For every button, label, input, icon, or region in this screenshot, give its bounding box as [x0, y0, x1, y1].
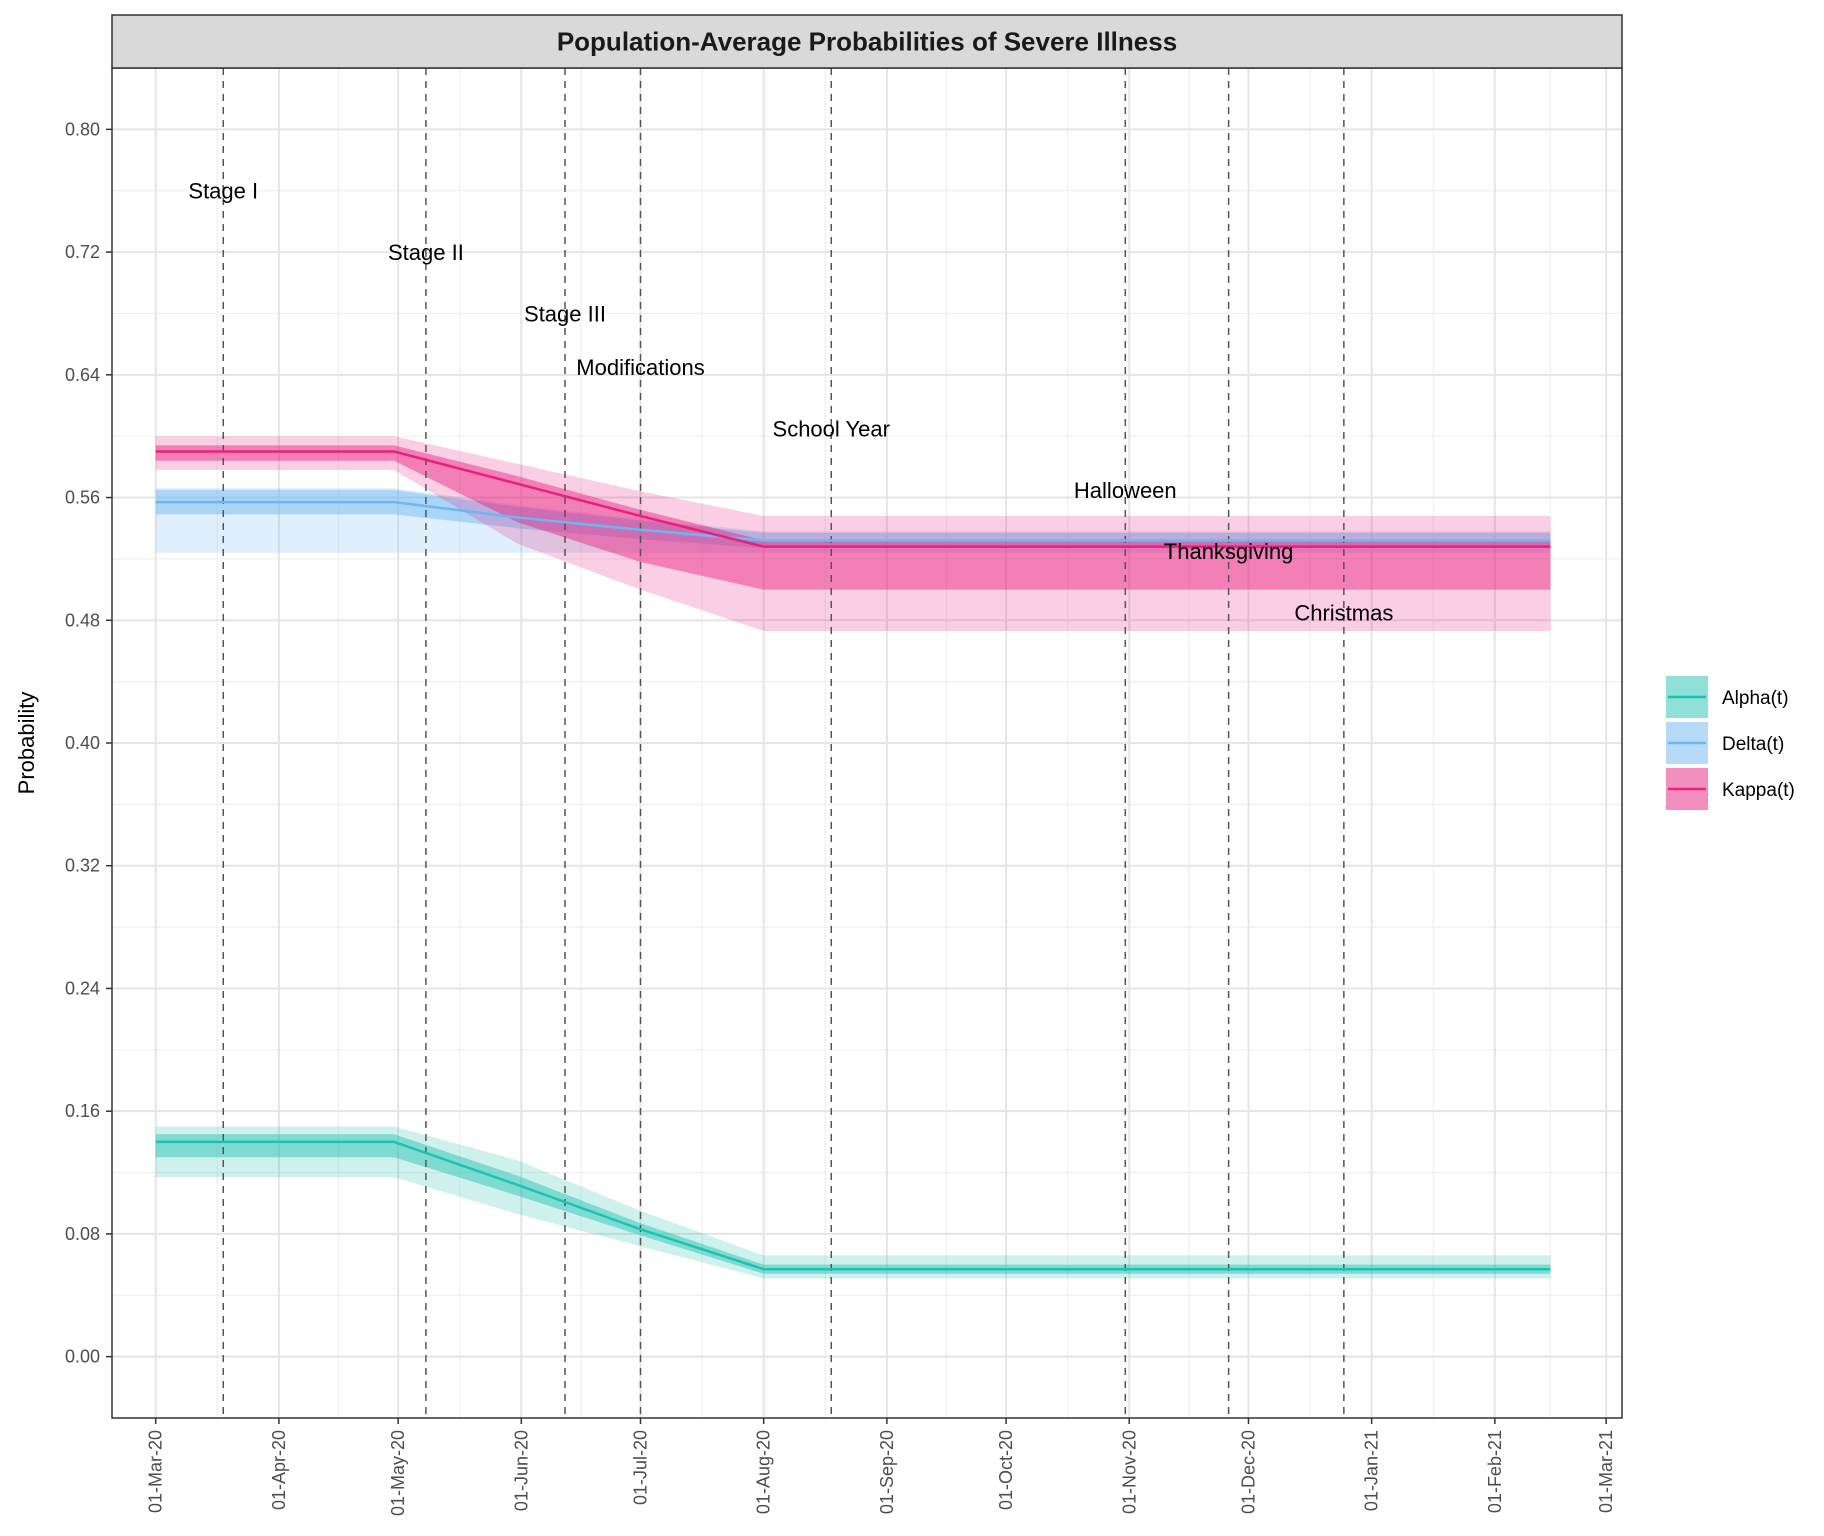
title-strip [111, 14, 1623, 69]
x-tick-label: 01-Oct-20 [996, 1430, 1016, 1510]
deltat-inner-band [155, 489, 1551, 549]
y-axis: 0.00 0.08 0.16 0.24 0.32 0.40 0.48 0.56 0.64 0.72… [65, 119, 112, 1367]
alphat-legend-label: Alpha(t) [1722, 688, 1789, 709]
chart-title: Population-Average Probabilities of Seve… [557, 27, 1177, 57]
y-tick-label: 0.08 [65, 1224, 100, 1244]
x-tick-label: 01-Aug-20 [754, 1430, 774, 1514]
x-tick-label: 01-Dec-20 [1238, 1430, 1258, 1514]
kappat-line [155, 450, 1551, 548]
y-tick-label: 0.48 [65, 610, 100, 630]
y-tick-label: 0.32 [65, 856, 100, 876]
y-tick-label: 0.72 [65, 242, 100, 262]
deltat-outer-band [155, 488, 1551, 553]
y-tick-label: 0.80 [65, 119, 100, 139]
event-label: Stage I [188, 179, 258, 204]
x-tick-label: 01-May-20 [388, 1430, 408, 1516]
kappat-outer-band [155, 436, 1551, 631]
y-tick-label: 0.40 [65, 733, 100, 753]
y-tick-label: 0.16 [65, 1101, 100, 1121]
x-tick-label: 01-Mar-20 [146, 1430, 166, 1513]
event-labels: Stage I Stage II Stage III Modifications Sch… [188, 179, 1393, 626]
event-label: Stage II [388, 240, 464, 265]
x-tick-label: 01-Jun-20 [511, 1430, 531, 1511]
event-label: Christmas [1294, 601, 1393, 626]
event-label: Halloween [1074, 478, 1177, 503]
y-tick-label: 0.56 [65, 488, 100, 508]
alphat-inner-band [155, 1134, 1551, 1274]
event-label: Modifications [576, 355, 704, 380]
x-tick-label: 01-Nov-20 [1119, 1430, 1139, 1514]
alphat-outer-band [155, 1126, 1551, 1279]
x-axis: 01-Mar-20 01-Apr-20 01-May-20 01-Jun-20 01-J… [146, 1418, 1616, 1516]
x-tick-label: 01-Apr-20 [269, 1430, 289, 1510]
kappat-legend-label: Kappa(t) [1722, 780, 1795, 801]
deltat-line [155, 500, 1551, 542]
y-axis-title: Probability [14, 692, 39, 795]
alphat-line [155, 1140, 1551, 1271]
event-lines [222, 68, 1345, 1418]
x-tick-label: 01-Feb-21 [1485, 1430, 1505, 1513]
x-tick-label: 01-Jan-21 [1362, 1430, 1382, 1511]
x-tick-label: 01-Sep-20 [877, 1430, 897, 1514]
y-tick-label: 0.24 [65, 978, 100, 998]
y-tick-label: 0.64 [65, 365, 100, 385]
y-tick-label: 0.00 [65, 1347, 100, 1367]
event-label: Stage III [524, 301, 606, 326]
series-lines [155, 450, 1551, 1271]
event-label: School Year [773, 417, 890, 442]
legend: Alpha(t) Delta(t) Kappa(t) [1666, 676, 1795, 810]
event-label: Thanksgiving [1164, 539, 1294, 564]
deltat-legend-label: Delta(t) [1722, 734, 1784, 755]
x-tick-label: 01-Mar-21 [1596, 1430, 1616, 1513]
x-tick-label: 01-Jul-20 [631, 1430, 651, 1505]
